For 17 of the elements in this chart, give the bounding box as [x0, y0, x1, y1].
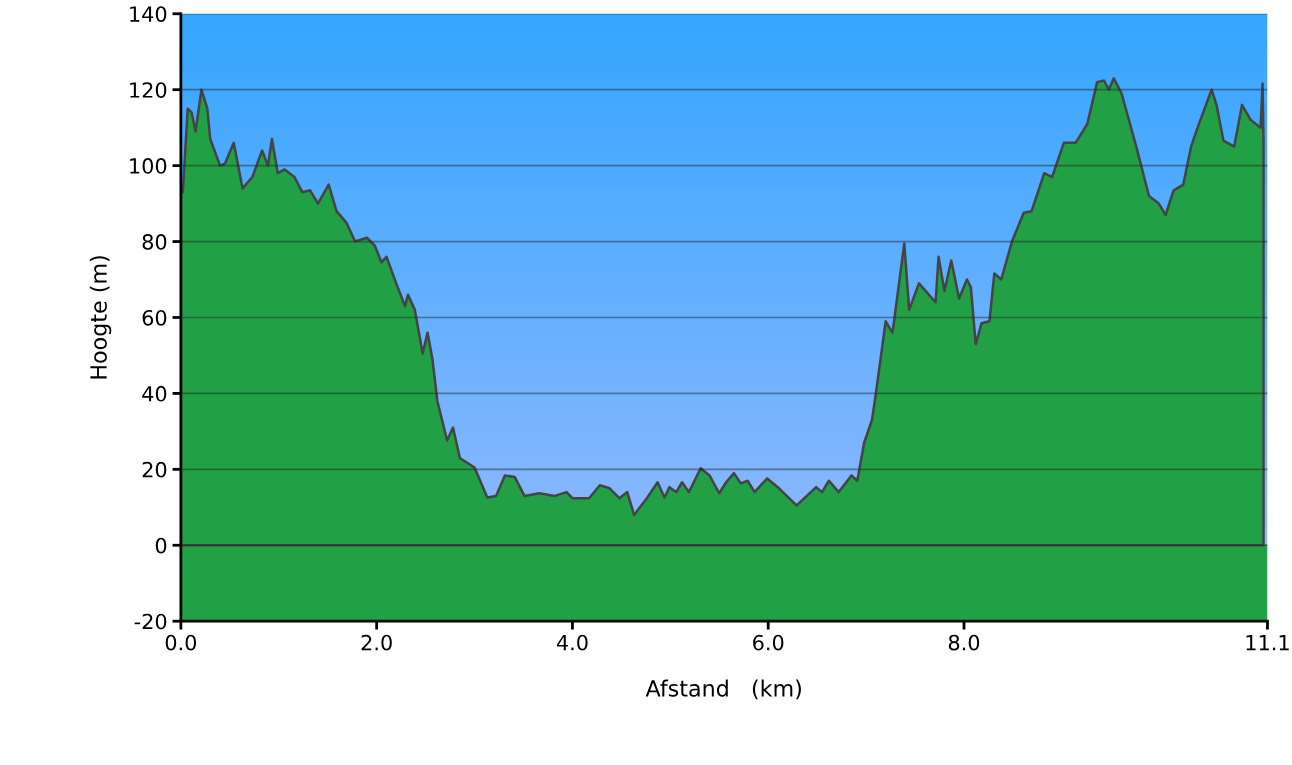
y-axis-title: Hoogte (m)	[89, 256, 112, 379]
x-axis-title: Afstand (km)	[645, 679, 801, 700]
y-tick-label: -20	[134, 613, 167, 630]
x-tick-label: 2.0	[361, 634, 392, 651]
y-tick-label: 40	[142, 385, 167, 402]
x-tick-label: 8.0	[948, 634, 980, 651]
x-tick-label: 11.1	[1246, 635, 1289, 651]
y-tick-label: 80	[142, 234, 167, 250]
x-tick-label: 4.0	[556, 634, 588, 651]
y-tick-label: 140	[130, 6, 167, 22]
y-tick-label: 60	[142, 309, 167, 326]
x-tick-label: 0.0	[165, 634, 197, 651]
y-tick-label: 20	[142, 461, 167, 478]
y-tick-label: 0	[155, 537, 167, 554]
x-tick-label: 6.0	[753, 634, 784, 651]
y-tick-label: 100	[130, 158, 167, 174]
y-tick-label: 120	[130, 82, 167, 98]
